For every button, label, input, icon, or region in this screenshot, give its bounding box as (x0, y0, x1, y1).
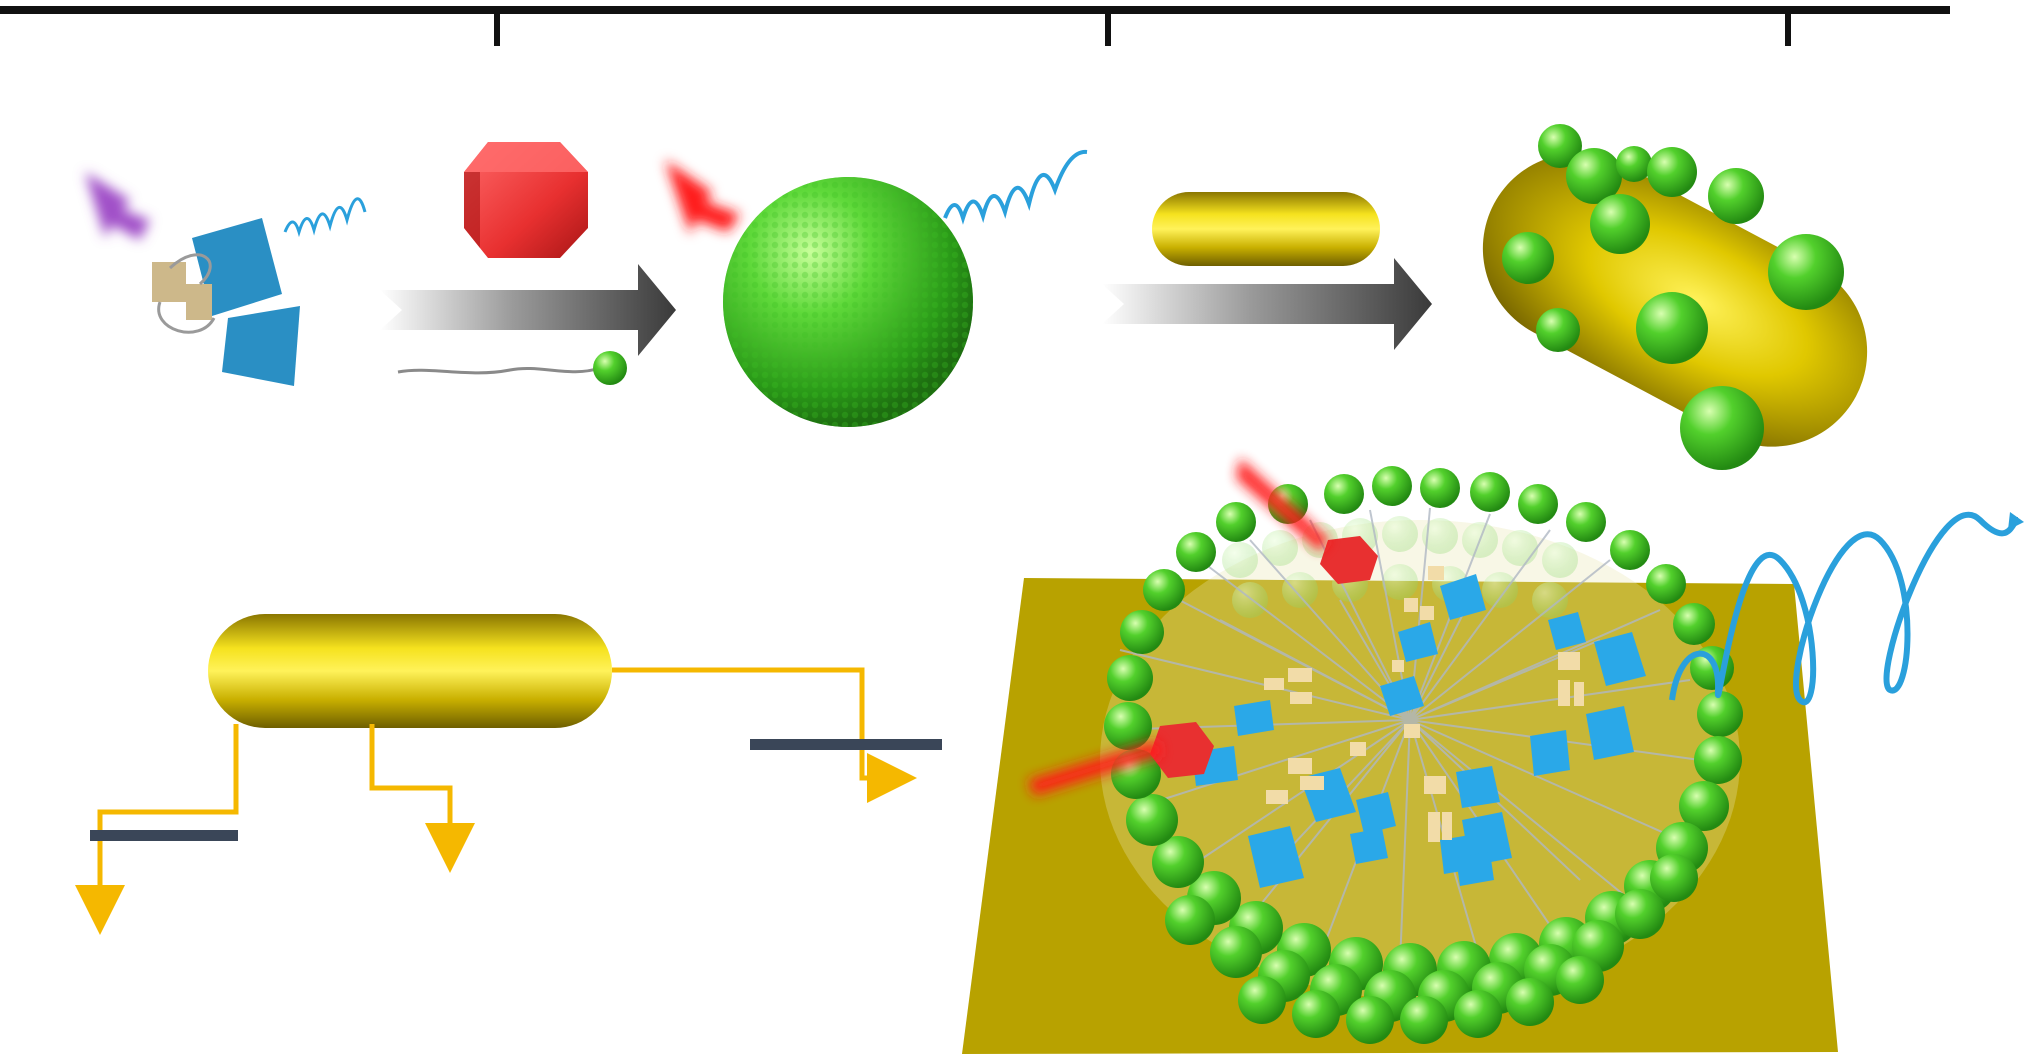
gold-nanorod-icon (208, 614, 612, 728)
green-vesicle (665, 149, 1088, 427)
spiral-arrowhead-icon (2008, 512, 2024, 530)
red-polyhedron-icon (464, 142, 588, 258)
green-sphere-icon (723, 177, 973, 427)
protein-complex (85, 172, 367, 386)
tan-block-icon (1264, 566, 1584, 842)
gray-gradient-arrow-icon (380, 264, 676, 356)
small-green-sphere-icon (1502, 124, 1844, 470)
orange-step-arrow-icon (75, 667, 917, 935)
red-polyhedron-icon (1150, 536, 1378, 778)
decorated-nanorod (1482, 124, 1868, 470)
lipid-chain-icon (397, 351, 627, 385)
dark-level-bar-icon (90, 739, 942, 841)
green-sphere-shell-icon (1104, 466, 1743, 1044)
red-light-arrow-icon (1028, 458, 1330, 796)
vesicle-on-surface (962, 458, 2024, 1054)
emission-spiral-icon (283, 197, 367, 238)
timeline-axis (0, 6, 1950, 46)
gray-gradient-arrow-icon (1102, 258, 1432, 350)
tan-block-icon (152, 253, 216, 334)
blue-block-icon (1192, 574, 1646, 888)
assembly-arrow-1 (380, 142, 676, 385)
red-light-arrow-icon (665, 160, 740, 234)
purple-light-arrow-icon (85, 172, 150, 240)
emission-spiral-icon (943, 149, 1088, 225)
gold-nanorod-icon (1152, 192, 1380, 266)
assembly-arrow-2 (1102, 192, 1432, 350)
nanorod-energy-diagram (75, 614, 942, 935)
emission-spiral-icon (1669, 511, 2020, 706)
blue-block-icon (192, 218, 300, 386)
